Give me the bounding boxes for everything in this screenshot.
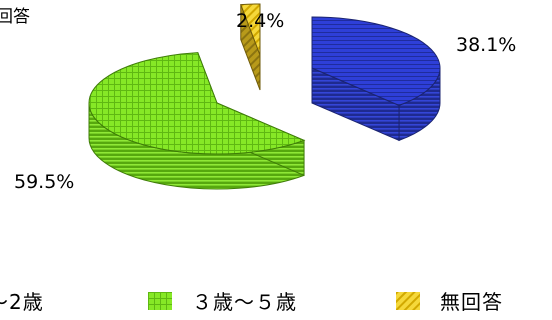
legend-label-0: 〜2歳 — [0, 290, 44, 314]
slice-label-1: 59.5% — [14, 171, 75, 193]
legend-swatch-green — [148, 291, 172, 310]
legend: 〜2歳 ３歳〜５歳 無回答 — [0, 286, 552, 316]
slice-label-2: 2.4% — [236, 10, 285, 32]
pie-slice-0 — [311, 16, 441, 142]
legend-swatch-yellow — [396, 291, 420, 310]
corner-text: 回答 — [0, 7, 30, 27]
legend-item-1: ３歳〜５歳 — [148, 286, 297, 315]
pie-slice-1 — [88, 52, 306, 190]
legend-label-1: ３歳〜５歳 — [192, 290, 297, 314]
legend-item-2: 無回答 — [396, 286, 503, 315]
legend-label-2: 無回答 — [440, 290, 503, 314]
pie-slice-2 — [240, 3, 261, 91]
legend-item-0: 〜2歳 — [0, 286, 44, 315]
slice-label-0: 38.1% — [456, 34, 517, 56]
